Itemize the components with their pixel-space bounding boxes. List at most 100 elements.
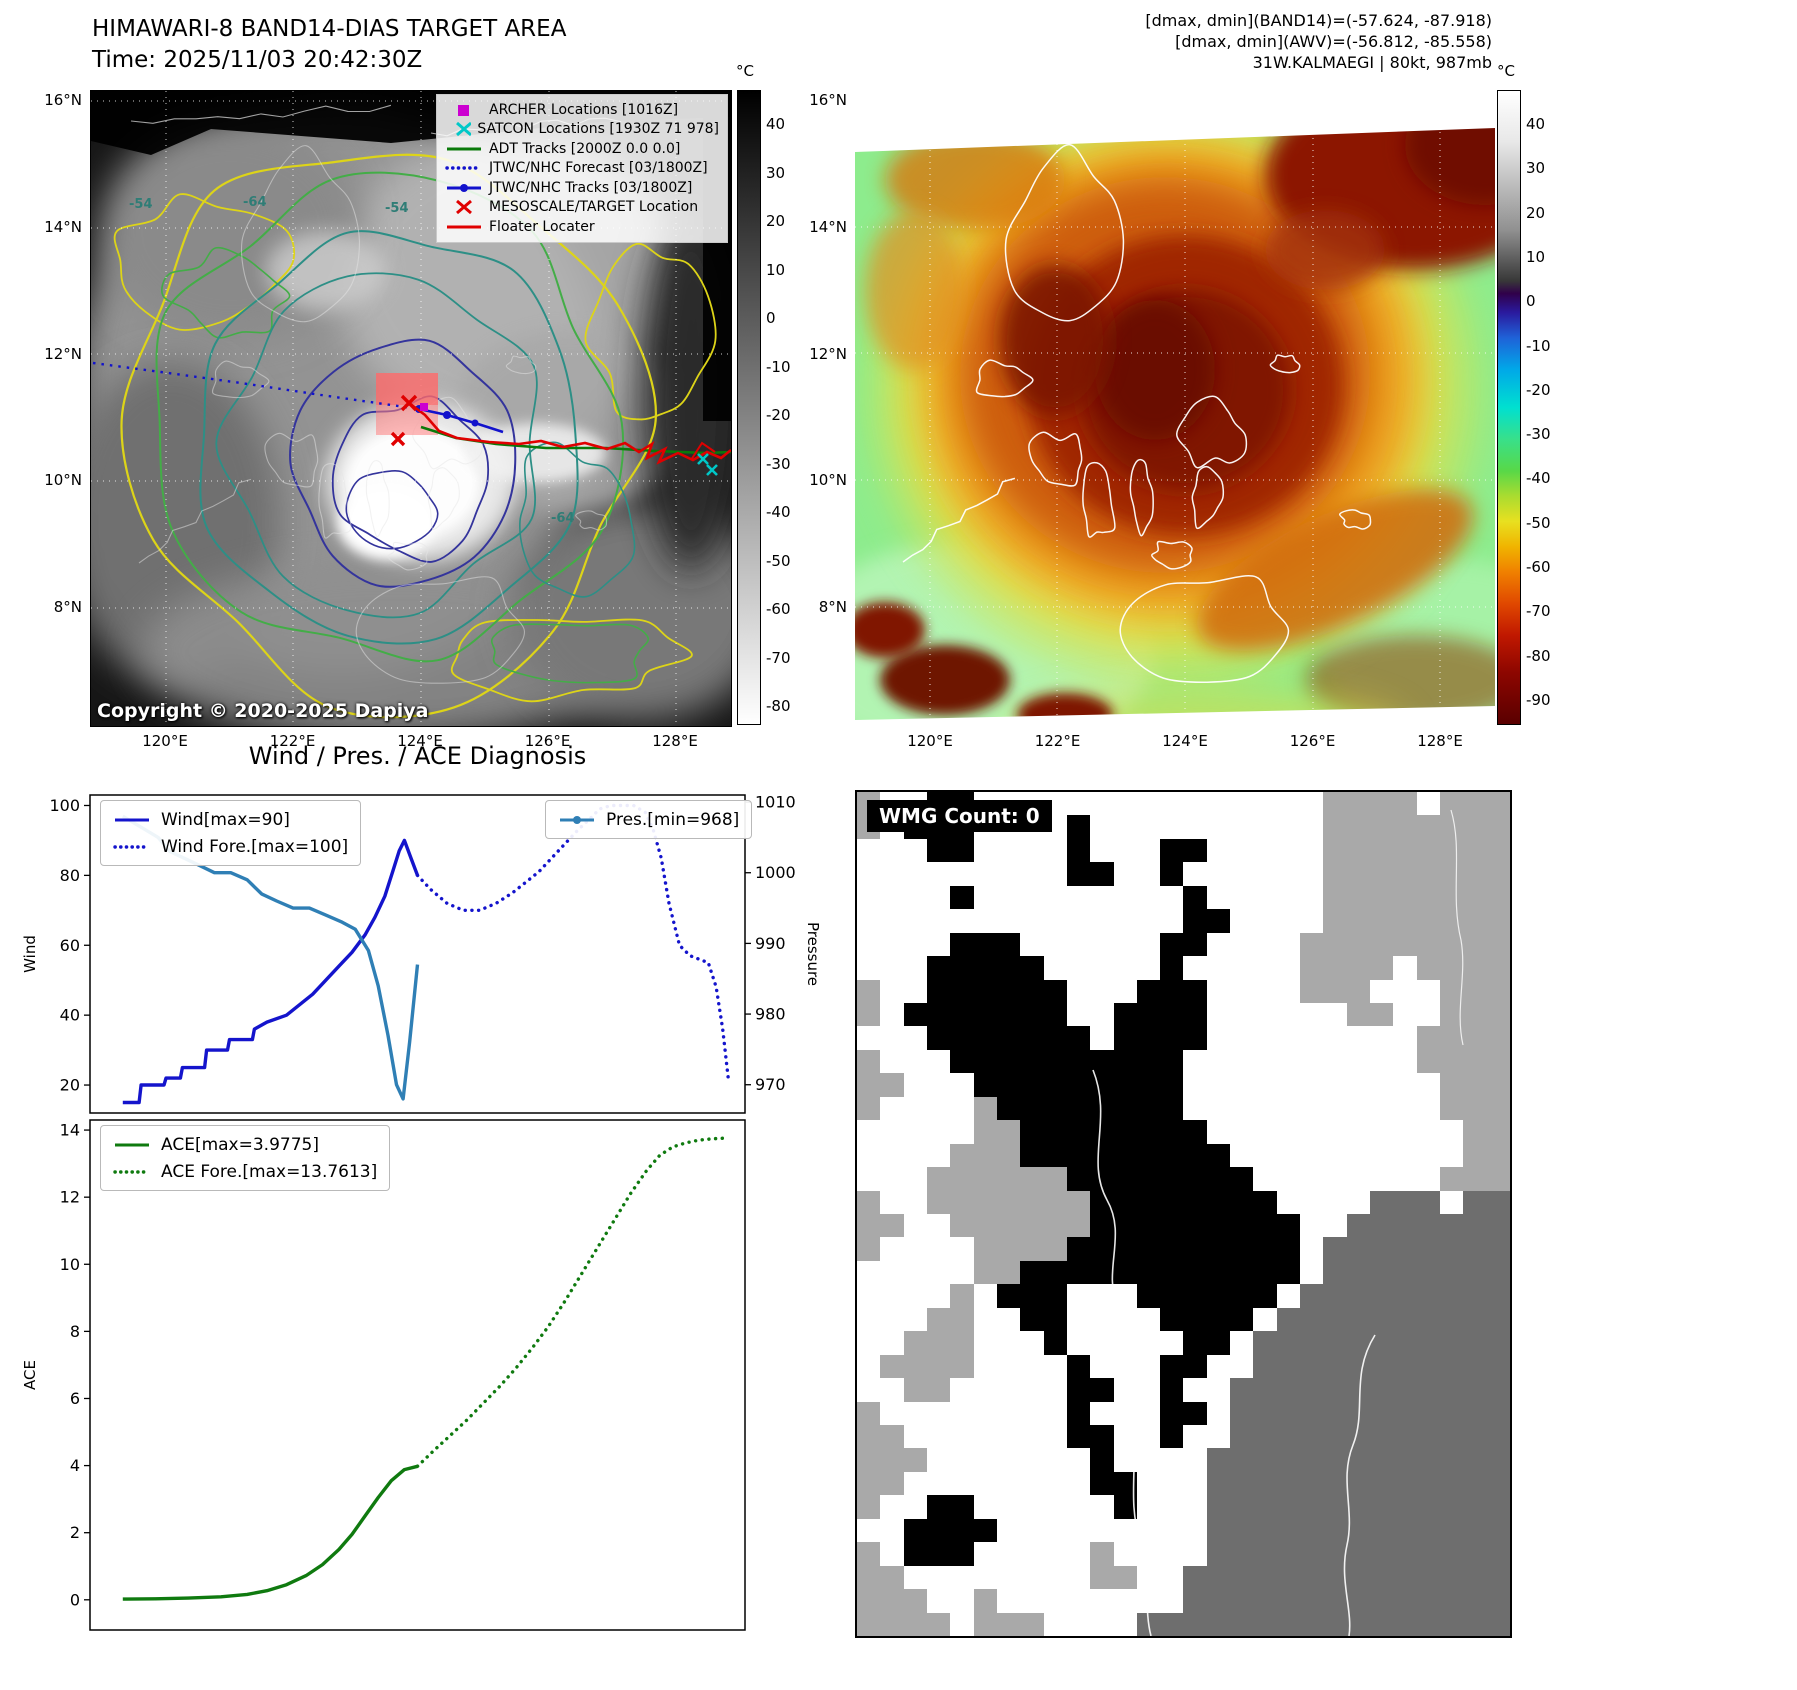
island-outlines [902, 143, 1372, 683]
wmg-cell [1440, 1565, 1464, 1590]
wmg-cell [1370, 1565, 1394, 1590]
wmg-cell [880, 956, 904, 980]
legend-label: Wind[max=90] [161, 809, 290, 830]
band14-map-panel: -54 -64 -54 -64 ARCHER Locations [1016Z]… [90, 90, 732, 727]
wmg-cell [1416, 815, 1441, 839]
wmg-cell [880, 1565, 904, 1590]
wmg-cell [1206, 909, 1231, 933]
wmg-cell [1113, 1378, 1137, 1402]
wmg-cell [1206, 1120, 1231, 1144]
wmg-cell [1440, 1448, 1464, 1472]
wmg-cell [1066, 956, 1091, 980]
wmg-cell [857, 1003, 881, 1027]
wmg-cell [1370, 1284, 1394, 1308]
wmg-cell [1230, 1378, 1254, 1402]
wmg-coastlines [1092, 809, 1464, 1636]
wmg-cell [1370, 1589, 1394, 1613]
wmg-cell [1486, 1589, 1510, 1613]
wmg-cell [1136, 815, 1161, 839]
wmg-cell [1416, 1425, 1441, 1449]
wmg-cell [926, 1589, 951, 1613]
wmg-cell [1393, 1471, 1417, 1496]
wmg-cell [1323, 792, 1347, 816]
tick-label: -90 [1526, 690, 1551, 709]
wmg-cell [1090, 1120, 1114, 1144]
wmg-cell [1066, 792, 1091, 816]
wmg-cell [1160, 838, 1184, 863]
wmg-cell [1043, 1214, 1067, 1238]
wmg-cell [950, 979, 974, 1003]
wmg-cell [1066, 979, 1091, 1003]
wmg-cell [857, 1284, 881, 1308]
ace-legend: ACE[max=3.9775] ACE Fore.[max=13.7613] [100, 1125, 391, 1191]
wmg-cell [1486, 1401, 1510, 1425]
wmg-cell [1136, 1354, 1161, 1379]
wmg-cell [1020, 1471, 1044, 1496]
wmg-cell [857, 1542, 881, 1566]
wmg-cell [1393, 1448, 1417, 1472]
wmg-cell [1113, 815, 1137, 839]
wmg-cell [1230, 1143, 1254, 1168]
coastline [1450, 809, 1464, 1046]
wmg-cell [926, 1237, 951, 1261]
wmg-cell [1486, 1026, 1510, 1050]
awv-colorbar-ticks: 40 30 20 10 0 -10 -20 -30 -40 -50 -60 -70 -80 -90 [1526, 90, 1570, 725]
wmg-cell [1463, 1120, 1487, 1144]
wmg-cell [1346, 792, 1371, 816]
wmg-cell [1463, 1190, 1487, 1214]
tick-label: 20 [766, 212, 786, 230]
wmg-cell [973, 1214, 997, 1238]
wmg-cell [857, 1565, 881, 1590]
wmg-cell [1486, 979, 1510, 1003]
wmg-cell [857, 1448, 881, 1472]
wmg-count-label: WMG Count: 0 [867, 800, 1052, 832]
line-marker-sample [115, 1143, 149, 1146]
wmg-cell [1300, 815, 1324, 839]
legend-item: Floater Locater [445, 217, 719, 237]
wmg-cell [903, 1471, 927, 1496]
coastline [1343, 1334, 1376, 1636]
colorbar-unit: °C [736, 62, 754, 80]
wmg-cell [1486, 1120, 1510, 1144]
wmg-cell [903, 1003, 927, 1027]
wmg-cell [1393, 1214, 1417, 1238]
wmg-cell [1440, 1190, 1464, 1214]
wmg-cell [1253, 979, 1277, 1003]
wmg-cell [950, 1401, 974, 1425]
wmg-cell [1183, 1096, 1207, 1121]
wmg-cell [1416, 792, 1441, 816]
wmg-cell [1416, 1003, 1441, 1027]
wmg-cell [950, 1542, 974, 1566]
wmg-cell [1113, 1073, 1137, 1097]
wmg-cell [1206, 1331, 1231, 1355]
wmg-cell [1370, 1401, 1394, 1425]
wmg-cell [1206, 1214, 1231, 1238]
wmg-cell [1416, 885, 1441, 910]
tick-label: 40 [1526, 115, 1546, 133]
wmg-cell [1346, 862, 1371, 886]
wmg-cell [973, 909, 997, 933]
wmg-cell [1090, 1471, 1114, 1496]
dotted-marker-sample [113, 1169, 151, 1174]
wmg-cell [1486, 1448, 1510, 1472]
svg-text:100: 100 [49, 796, 80, 815]
wmg-cell [1113, 838, 1137, 863]
wmg-cell [1136, 1565, 1161, 1590]
tick-label: -30 [766, 454, 791, 473]
wmg-cell [1393, 815, 1417, 839]
wmg-cell [1253, 1284, 1277, 1308]
wmg-cell [1463, 1495, 1487, 1519]
wmg-cell [1276, 1143, 1301, 1168]
legend-item: Pres.[min=968] [558, 808, 739, 831]
wmg-cell [1183, 1143, 1207, 1168]
wmg-cell [1300, 1096, 1324, 1121]
wmg-cell [857, 1073, 881, 1097]
wmg-cell [880, 1143, 904, 1168]
jtwc-track [418, 407, 504, 434]
wmg-cell [1253, 1143, 1277, 1168]
tick-label: 10°N [809, 471, 847, 490]
wmg-cell [1043, 1307, 1067, 1332]
legend-item: JTWC/NHC Tracks [03/1800Z] [445, 178, 719, 198]
wmg-cell [1206, 956, 1231, 980]
wmg-cell [1206, 1096, 1231, 1121]
